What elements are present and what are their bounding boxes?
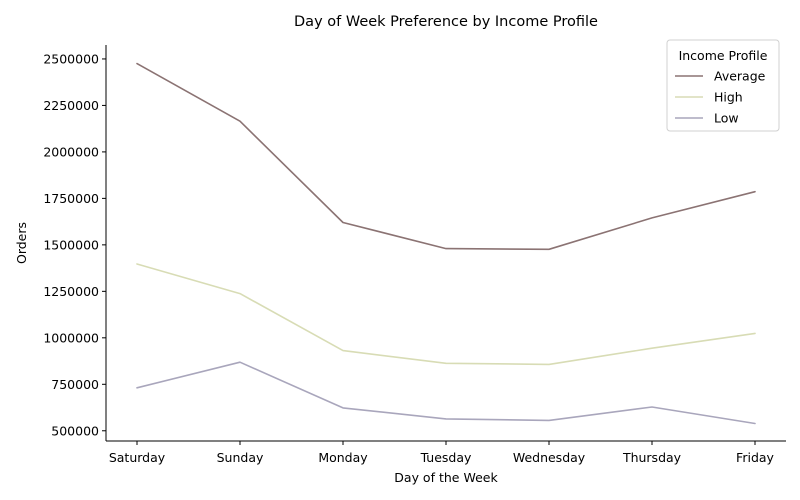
y-tick-label: 500000	[51, 423, 99, 438]
y-tick-label: 750000	[51, 377, 99, 392]
x-tick-label: Thursday	[622, 450, 682, 465]
x-tick-label: Saturday	[109, 450, 166, 465]
legend-label-low: Low	[714, 111, 739, 126]
x-tick-label: Sunday	[217, 450, 264, 465]
x-tick-label: Monday	[318, 450, 368, 465]
x-tick-label: Wednesday	[513, 450, 586, 465]
y-axis-ticks: 500000 750000 1000000 1250000 1500000 1750000…	[43, 51, 106, 438]
y-tick-label: 1000000	[43, 330, 99, 345]
series-line-average	[136, 62, 756, 251]
x-tick-label: Friday	[736, 450, 774, 465]
legend-box	[666, 39, 780, 132]
x-axis-title: Day of the Week	[394, 470, 498, 485]
x-axis-ticks: Saturday Sunday Monday Tuesday Wednesday Thur…	[109, 441, 775, 465]
y-axis-title: Orders	[14, 222, 29, 264]
y-tick-label: 1500000	[43, 237, 99, 252]
x-tick-label: Tuesday	[420, 450, 472, 465]
series-line-low	[136, 361, 756, 425]
y-tick-label: 1750000	[43, 191, 99, 206]
series-lines	[136, 62, 756, 425]
y-tick-label: 2000000	[43, 144, 99, 159]
y-tick-label: 2500000	[43, 51, 99, 66]
legend-items: Average High Low	[675, 69, 766, 126]
legend-title: Income Profile	[679, 48, 768, 63]
y-tick-label: 1250000	[43, 284, 99, 299]
series-line-high	[136, 263, 756, 366]
legend: Income Profile Average High Low	[666, 39, 780, 132]
y-tick-label: 2250000	[43, 98, 99, 113]
legend-label-high: High	[714, 90, 743, 105]
legend-label-average: Average	[714, 69, 766, 84]
chart-title: Day of Week Preference by Income Profile	[294, 14, 598, 30]
